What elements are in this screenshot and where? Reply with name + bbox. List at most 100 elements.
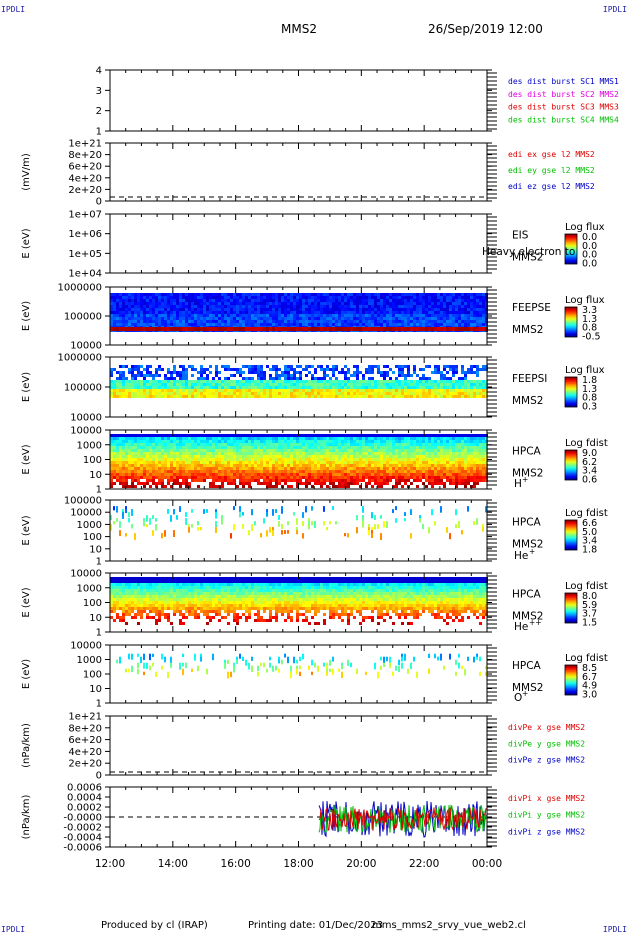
spectrogram-cell: [296, 314, 299, 317]
spectrogram-cell: [176, 392, 179, 395]
spectrogram-cell: [299, 473, 302, 476]
spectrogram-cell: [299, 455, 302, 458]
spectrogram-cell: [155, 371, 158, 374]
spectrogram-cell: [173, 461, 176, 464]
spectrogram-cell: [116, 479, 119, 482]
spectrogram-cell: [137, 443, 140, 446]
spectrogram-cell: [326, 440, 329, 443]
spectrogram-cell: [374, 383, 377, 386]
spectrogram-cell: [308, 296, 311, 299]
spectrogram-cell: [236, 458, 239, 461]
spectrogram-cell: [476, 392, 479, 395]
spectrogram-cell: [131, 293, 134, 296]
spectrogram-cell: [116, 392, 119, 395]
spectrogram-cell: [140, 365, 143, 368]
spectrogram-cell: [254, 434, 257, 437]
spectrogram-cell: [188, 461, 191, 464]
spectrogram-cell: [452, 383, 455, 386]
spectrogram-cell: [383, 323, 386, 326]
spectrogram-cell: [446, 311, 449, 314]
spectrogram-cell: [209, 437, 212, 440]
spectrogram-cell: [248, 443, 251, 446]
spectrogram-cell: [284, 296, 287, 299]
spectrogram-cell: [290, 443, 293, 446]
spectrogram-cell: [179, 293, 182, 296]
spectrogram-cell: [170, 473, 173, 476]
spectrogram-cell: [176, 452, 179, 455]
spectrogram-cell: [317, 458, 320, 461]
spectrogram-cell: [380, 311, 383, 314]
spectrogram-cell: [188, 446, 191, 449]
spectrogram-cell: [479, 299, 482, 302]
spectrogram-cell: [260, 305, 263, 308]
spectrogram-cell: [323, 434, 326, 437]
spectrogram-cell: [191, 386, 194, 389]
spectrogram-cell: [197, 296, 200, 299]
spectrogram-cell: [116, 470, 119, 473]
spectrogram-cell: [377, 392, 380, 395]
spectrogram-cell: [377, 386, 380, 389]
spectrogram-cell: [125, 311, 128, 314]
spectrogram-cell: [335, 449, 338, 452]
spectrogram-cell: [125, 383, 128, 386]
spectrogram-cell: [272, 437, 275, 440]
spectrogram-cell: [197, 314, 200, 317]
spectrogram-cell: [401, 452, 404, 455]
spectrogram-cell: [206, 395, 209, 398]
spectrogram-cell: [284, 383, 287, 386]
spectrogram-cell: [212, 455, 215, 458]
spectrogram-cell: [110, 395, 113, 398]
spectrogram-cell: [371, 296, 374, 299]
spectrogram-cell: [341, 392, 344, 395]
spectrogram-cell: [248, 452, 251, 455]
spectrogram-cell: [332, 299, 335, 302]
spectrogram-cell: [146, 371, 149, 374]
spectrogram-cell: [365, 470, 368, 473]
spectrogram-cell: [350, 299, 353, 302]
spectrogram-cell: [290, 473, 293, 476]
spectrogram-cell: [434, 368, 437, 371]
spectrogram-cell: [356, 395, 359, 398]
spectrogram-cell: [335, 308, 338, 311]
spectrogram-cell: [221, 452, 224, 455]
spectrogram-cell: [308, 320, 311, 323]
spectrogram-cell: [338, 323, 341, 326]
spectrogram-cell: [281, 320, 284, 323]
spectrogram-cell: [134, 452, 137, 455]
spectrogram-cell: [200, 473, 203, 476]
spectrogram-cell: [383, 377, 386, 380]
spectrogram-cell: [215, 299, 218, 302]
spectrogram-cell: [116, 377, 119, 380]
spectrogram-cell: [152, 317, 155, 320]
spectrogram-cell: [233, 452, 236, 455]
spectrogram-cell: [173, 464, 176, 467]
spectrogram-cell: [146, 365, 149, 368]
spectrogram-cell: [284, 461, 287, 464]
spectrogram-cell: [164, 461, 167, 464]
spectrogram-cell: [191, 446, 194, 449]
spectrogram-cell: [158, 323, 161, 326]
spectrogram-cell: [176, 389, 179, 392]
spectrogram-cell: [146, 434, 149, 437]
spectrogram-cell: [413, 380, 416, 383]
spectrogram-cell: [392, 389, 395, 392]
spectrogram-cell: [266, 440, 269, 443]
y-tick-label-feepsi: 100000: [64, 383, 102, 394]
spectrogram-cell: [209, 320, 212, 323]
spectrogram-cell: [236, 392, 239, 395]
spectrogram-cell: [212, 464, 215, 467]
spectrogram-cell: [320, 470, 323, 473]
spectrogram-cell: [236, 368, 239, 371]
spectrogram-cell: [146, 479, 149, 482]
y-tick-label-feepse: 1000000: [57, 283, 102, 294]
spectrogram-cell: [143, 386, 146, 389]
spectrogram-cell: [317, 440, 320, 443]
spectrogram-cell: [146, 305, 149, 308]
spectrogram-cell: [266, 464, 269, 467]
spectrogram-cell: [143, 446, 146, 449]
spectrogram-cell: [452, 395, 455, 398]
spectrogram-cell: [458, 392, 461, 395]
spectrogram-cell: [176, 383, 179, 386]
spectrogram-cell: [338, 305, 341, 308]
spectrogram-cell: [338, 443, 341, 446]
